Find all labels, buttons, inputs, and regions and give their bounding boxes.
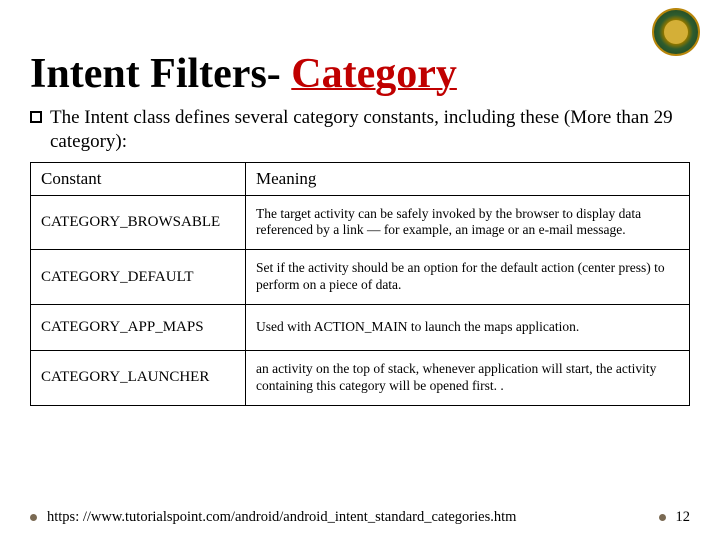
header-meaning: Meaning	[246, 162, 690, 195]
cell-meaning: The target activity can be safely invoke…	[246, 195, 690, 250]
university-logo	[652, 8, 700, 56]
table-header-row: Constant Meaning	[31, 162, 690, 195]
table-row: CATEGORY_LAUNCHER an activity on the top…	[31, 351, 690, 406]
cell-constant: CATEGORY_LAUNCHER	[31, 351, 246, 406]
footer: https: //www.tutorialspoint.com/android/…	[30, 509, 690, 526]
subtitle-text: The Intent class defines several categor…	[50, 106, 690, 154]
cell-meaning: Set if the activity should be an option …	[246, 250, 690, 305]
cell-constant: CATEGORY_APP_MAPS	[31, 305, 246, 351]
square-bullet-icon	[30, 111, 42, 123]
cell-constant: CATEGORY_BROWSABLE	[31, 195, 246, 250]
cell-meaning: Used with ACTION_MAIN to launch the maps…	[246, 305, 690, 351]
cell-constant: CATEGORY_DEFAULT	[31, 250, 246, 305]
table-row: CATEGORY_BROWSABLE The target activity c…	[31, 195, 690, 250]
subtitle-row: The Intent class defines several categor…	[30, 106, 690, 154]
category-table: Constant Meaning CATEGORY_BROWSABLE The …	[30, 162, 690, 406]
title-prefix: Intent Filters-	[30, 51, 291, 97]
table-row: CATEGORY_DEFAULT Set if the activity sho…	[31, 250, 690, 305]
header-constant: Constant	[31, 162, 246, 195]
page-number: 12	[676, 509, 691, 526]
slide: Intent Filters- Category The Intent clas…	[0, 0, 720, 540]
slide-title: Intent Filters- Category	[30, 50, 690, 98]
bullet-dot-icon	[659, 514, 666, 521]
footer-url: https: //www.tutorialspoint.com/android/…	[47, 509, 516, 526]
footer-right: 12	[659, 509, 691, 526]
title-highlight: Category	[291, 51, 457, 97]
table-row: CATEGORY_APP_MAPS Used with ACTION_MAIN …	[31, 305, 690, 351]
bullet-dot-icon	[30, 514, 37, 521]
footer-left: https: //www.tutorialspoint.com/android/…	[30, 509, 516, 526]
cell-meaning: an activity on the top of stack, wheneve…	[246, 351, 690, 406]
